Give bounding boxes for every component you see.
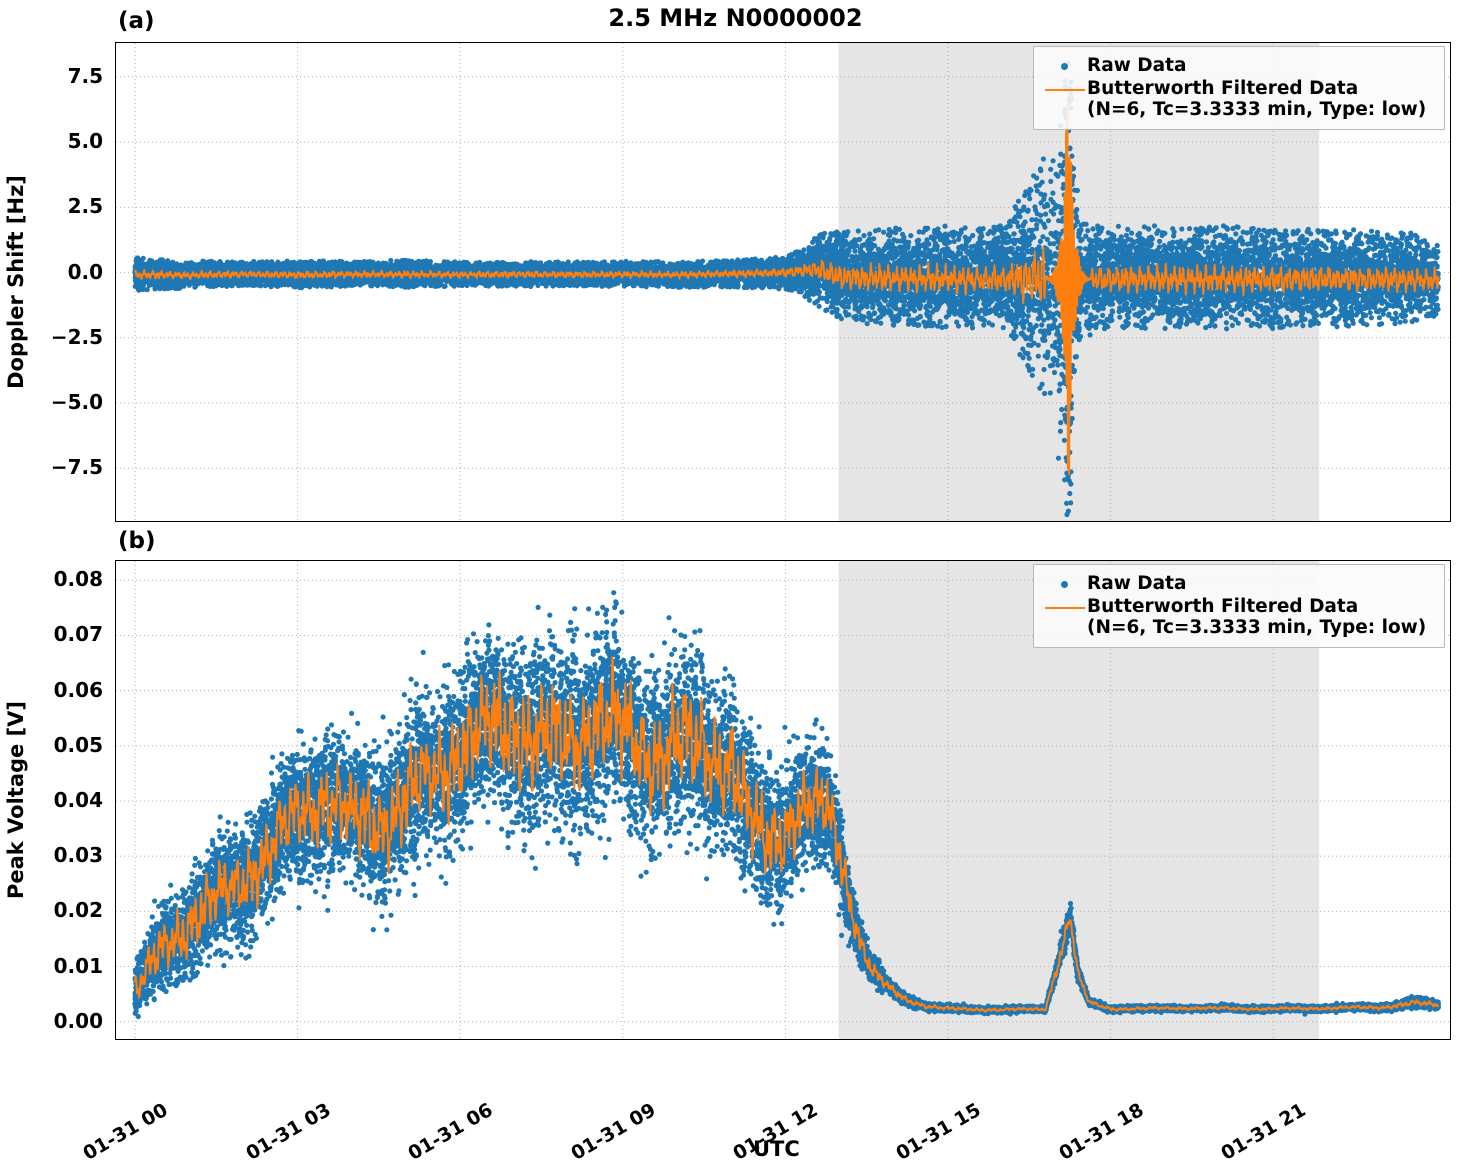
y-tick-label: 0.0 [67, 259, 103, 284]
legend-marker-raw-icon [1043, 55, 1087, 77]
legend-label-filtered-line2: (N=6, Tc=3.3333 min, Type: low) [1087, 617, 1427, 638]
x-tick-label: 01-31 09 [567, 1098, 660, 1165]
y-tick-label: 5.0 [67, 129, 103, 154]
legend-row-raw: Raw Data [1043, 573, 1433, 595]
panel-b-legend: Raw Data Butterworth Filtered Data (N=6,… [1033, 564, 1445, 648]
legend-label-raw: Raw Data [1087, 573, 1187, 594]
legend-line-filtered-icon [1043, 78, 1087, 100]
y-tick-label: 0.02 [53, 898, 103, 923]
legend-row-filtered: Butterworth Filtered Data (N=6, Tc=3.333… [1043, 78, 1433, 120]
y-tick-label: 2.5 [67, 194, 103, 219]
legend-label-filtered-line1: Butterworth Filtered Data [1087, 78, 1359, 99]
x-tick-label: 01-31 00 [79, 1098, 172, 1165]
y-tick-label: 0.04 [53, 788, 103, 812]
x-tick-label: 01-31 06 [404, 1098, 497, 1165]
y-tick-label: 0.07 [53, 622, 103, 647]
y-tick-label: 0.00 [53, 1008, 103, 1033]
figure-title: 2.5 MHz N0000002 [608, 4, 863, 32]
legend-line-filtered-icon [1043, 596, 1087, 618]
y-tick-label: 0.03 [53, 843, 103, 868]
legend-label-filtered-line1: Butterworth Filtered Data [1087, 596, 1359, 617]
y-tick-label: 0.08 [53, 567, 103, 592]
legend-row-raw: Raw Data [1043, 55, 1433, 77]
panel-a-tag: (a) [118, 8, 155, 34]
legend-label-raw: Raw Data [1087, 55, 1187, 76]
y-tick-label: 7.5 [67, 63, 103, 88]
panel-a-legend: Raw Data Butterworth Filtered Data (N=6,… [1033, 46, 1445, 130]
legend-row-filtered: Butterworth Filtered Data (N=6, Tc=3.333… [1043, 596, 1433, 638]
legend-label-filtered-line2: (N=6, Tc=3.3333 min, Type: low) [1087, 99, 1427, 120]
x-tick-label: 01-31 03 [241, 1098, 335, 1165]
legend-marker-raw-icon [1043, 573, 1087, 595]
x-tick-label: 01-31 18 [1054, 1098, 1148, 1165]
y-tick-label: −7.5 [50, 455, 103, 480]
x-tick-label: 01-31 21 [1217, 1098, 1310, 1165]
y-tick-label: 0.01 [53, 953, 103, 978]
x-tick-label: 01-31 15 [892, 1098, 985, 1165]
panel-b-tag: (b) [118, 528, 156, 554]
y-tick-label: 0.06 [53, 677, 103, 702]
y-tick-label: −5.0 [50, 390, 103, 414]
y-tick-label: 0.05 [53, 732, 103, 757]
y-tick-label: −2.5 [50, 324, 103, 349]
x-axis-label: UTC [753, 1137, 800, 1161]
